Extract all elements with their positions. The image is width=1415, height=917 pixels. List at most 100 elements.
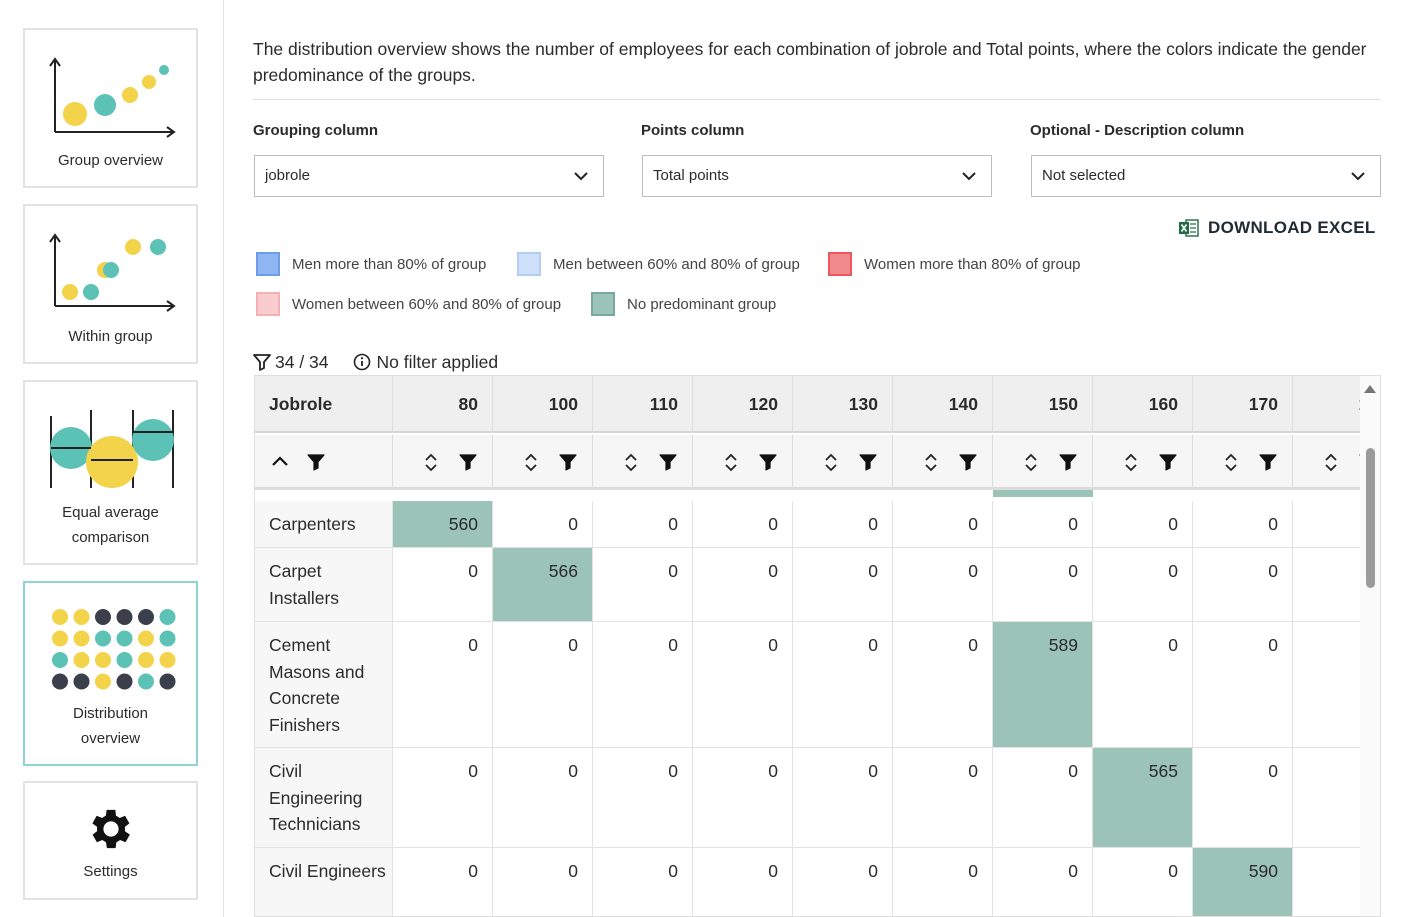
filter-icon[interactable] bbox=[1259, 453, 1277, 471]
sort-icon[interactable] bbox=[523, 453, 539, 473]
sort-filter-cell bbox=[393, 435, 493, 490]
filter-icon[interactable] bbox=[659, 453, 677, 471]
filter-icon[interactable] bbox=[859, 453, 877, 471]
dot bbox=[159, 652, 176, 668]
table-cell: 0 bbox=[793, 501, 893, 547]
legend-swatch bbox=[256, 252, 280, 276]
table-cell: 0 bbox=[1193, 748, 1293, 847]
dot bbox=[138, 673, 154, 690]
table-row: Cement Masons and Concrete Finishers 0 0 0 0… bbox=[255, 622, 1361, 748]
sort-icon[interactable] bbox=[1323, 453, 1339, 473]
table-row: Civil Engineering Technicians 0 0 0 0 0 0 0 565 0 bbox=[255, 748, 1361, 848]
dot bbox=[138, 652, 154, 668]
table-cell: 0 bbox=[693, 622, 793, 747]
column-header[interactable]: 100 bbox=[493, 376, 593, 433]
table-row: Civil Engineers 0 0 0 0 0 0 0 0 590 bbox=[255, 848, 1361, 916]
filter-icon[interactable] bbox=[307, 453, 325, 471]
sort-icon[interactable] bbox=[1223, 453, 1239, 473]
sort-filter-cell bbox=[593, 435, 693, 490]
sort-icon[interactable] bbox=[1123, 453, 1139, 473]
sort-icon[interactable] bbox=[823, 453, 839, 473]
nav-label-text: Equal average comparison bbox=[62, 504, 159, 546]
nav-group-overview[interactable]: Group overview bbox=[23, 28, 198, 188]
table-cell: 0 bbox=[1193, 622, 1293, 747]
table-cell: 566 bbox=[493, 548, 593, 621]
column-header-jobrole[interactable]: Jobrole bbox=[255, 376, 393, 433]
intro-text: The distribution overview shows the numb… bbox=[253, 39, 1367, 85]
table-cell: 0 bbox=[793, 748, 893, 847]
table-cell: 0 bbox=[593, 748, 693, 847]
row-label: Civil Engineers bbox=[255, 848, 393, 916]
row-label: Carpenters bbox=[255, 501, 393, 547]
column-header[interactable]: 130 bbox=[793, 376, 893, 433]
group-overview-icon bbox=[49, 57, 176, 138]
nav-distribution-overview[interactable]: Distribution overview bbox=[23, 581, 198, 766]
filter-icon[interactable] bbox=[459, 453, 477, 471]
grouping-column-group: Grouping column jobrole bbox=[253, 122, 604, 197]
download-excel-button[interactable]: DOWNLOAD EXCEL bbox=[1179, 216, 1376, 240]
excel-icon bbox=[1179, 219, 1199, 237]
scrollbar-thumb[interactable] bbox=[1366, 448, 1375, 588]
filter-info: No filter applied bbox=[353, 352, 498, 373]
table-cell: 0 bbox=[393, 622, 493, 747]
column-header[interactable]: 160 bbox=[1093, 376, 1193, 433]
column-header[interactable]: 140 bbox=[893, 376, 993, 433]
filter-icon[interactable] bbox=[1159, 453, 1177, 471]
gear-icon bbox=[92, 809, 130, 849]
table-cell: 0 bbox=[793, 622, 893, 747]
nav-within-group[interactable]: Within group bbox=[23, 204, 198, 364]
equal-average-icon bbox=[50, 410, 174, 488]
legend-item: Men between 60% and 80% of group bbox=[517, 252, 800, 276]
filter-icon[interactable] bbox=[959, 453, 977, 471]
chevron-down-icon bbox=[962, 172, 976, 181]
description-column-select[interactable]: Not selected bbox=[1031, 155, 1381, 197]
sort-icon[interactable] bbox=[723, 453, 739, 473]
filter-icon[interactable] bbox=[759, 453, 777, 471]
sort-filter-cell bbox=[993, 435, 1093, 490]
nav-label: Equal average comparison bbox=[25, 500, 196, 550]
column-header[interactable]: 150 bbox=[993, 376, 1093, 433]
points-column-group: Points column Total points bbox=[641, 122, 992, 197]
filter-icon[interactable] bbox=[559, 453, 577, 471]
table-sort-filter-row bbox=[255, 435, 1377, 490]
column-header[interactable]: 80 bbox=[393, 376, 493, 433]
nav-equal-average-comparison[interactable]: Equal average comparison bbox=[23, 380, 198, 565]
dot bbox=[73, 673, 90, 690]
column-header[interactable]: 120 bbox=[693, 376, 793, 433]
sort-ascending-icon[interactable] bbox=[271, 453, 289, 471]
table-cell: 0 bbox=[493, 748, 593, 847]
table-cell: 0 bbox=[1193, 501, 1293, 547]
dot bbox=[95, 609, 111, 625]
row-label: Civil Engineering Technicians bbox=[255, 748, 393, 847]
distribution-table: Jobrole8010011012013014015016017018 Carp… bbox=[254, 375, 1381, 917]
table-cell: 0 bbox=[693, 748, 793, 847]
scroll-up-icon[interactable] bbox=[1360, 382, 1380, 396]
legend-item: Men more than 80% of group bbox=[256, 252, 486, 276]
table-cell: 0 bbox=[993, 748, 1093, 847]
sort-icon[interactable] bbox=[623, 453, 639, 473]
dot bbox=[159, 630, 176, 647]
table-cell: 0 bbox=[493, 622, 593, 747]
table-cell: 0 bbox=[893, 501, 993, 547]
table-scrollbar[interactable] bbox=[1360, 376, 1380, 916]
points-column-select[interactable]: Total points bbox=[642, 155, 992, 197]
table-cell: 0 bbox=[793, 548, 893, 621]
sort-icon[interactable] bbox=[423, 453, 439, 473]
table-cell: 0 bbox=[793, 848, 893, 916]
dot bbox=[95, 673, 111, 690]
sort-icon[interactable] bbox=[1023, 453, 1039, 473]
grouping-column-select[interactable]: jobrole bbox=[254, 155, 604, 197]
table-row: Carpet Installers 0 566 0 0 0 0 0 0 0 bbox=[255, 548, 1361, 622]
sort-filter-cell bbox=[793, 435, 893, 490]
dot bbox=[138, 609, 154, 625]
column-header[interactable]: 110 bbox=[593, 376, 693, 433]
table-cell: 0 bbox=[393, 548, 493, 621]
legend-item: No predominant group bbox=[591, 292, 776, 316]
nav-settings[interactable]: Settings bbox=[23, 781, 198, 900]
dot bbox=[116, 630, 133, 647]
filter-icon[interactable] bbox=[1059, 453, 1077, 471]
sort-icon[interactable] bbox=[923, 453, 939, 473]
legend-swatch bbox=[828, 252, 852, 276]
column-header[interactable]: 170 bbox=[1193, 376, 1293, 433]
sort-filter-cell bbox=[255, 435, 393, 490]
